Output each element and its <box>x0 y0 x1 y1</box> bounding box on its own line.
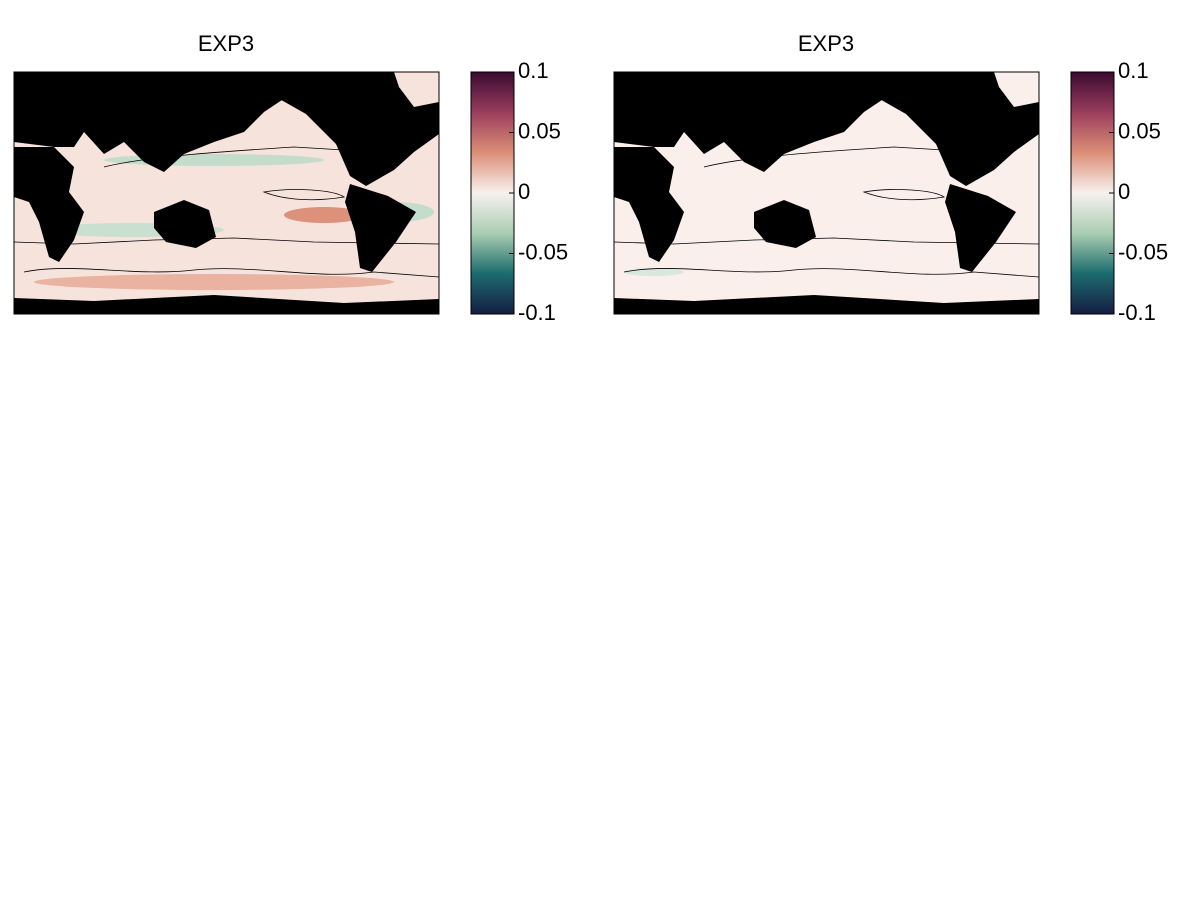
colorbar-tick-label: 0 <box>1118 179 1130 204</box>
map-frame <box>13 71 440 315</box>
colorbar-tick-label: 0.1 <box>518 58 549 83</box>
map-panel: EXP3 0.1 0.05 0 -0.05 -0.1 <box>613 31 1168 325</box>
panel-title: EXP3 <box>798 31 854 56</box>
colorbar-tick-label: 0.1 <box>1118 58 1149 83</box>
colorbar <box>1070 71 1115 315</box>
anomaly-patch <box>624 268 684 276</box>
colorbar-tick-label: 0 <box>518 179 530 204</box>
colorbar-tick-label: -0.05 <box>1118 239 1168 264</box>
anomaly-patch <box>34 274 394 290</box>
map-panel: EXP3 0.1 0.05 0 -0.05 -0.1 <box>13 31 568 325</box>
colorbar-tick-label: -0.05 <box>518 239 568 264</box>
anomaly-patch <box>104 154 324 166</box>
colorbar-tick-label: 0.05 <box>1118 118 1161 143</box>
panel-title: EXP3 <box>198 31 254 56</box>
anomaly-patch <box>284 207 364 223</box>
colorbar-tick-label: -0.1 <box>518 300 556 325</box>
colorbar-tick-label: -0.1 <box>1118 300 1156 325</box>
colorbar <box>470 71 515 315</box>
colorbar-tick-label: 0.05 <box>518 118 561 143</box>
map-frame <box>613 71 1040 315</box>
